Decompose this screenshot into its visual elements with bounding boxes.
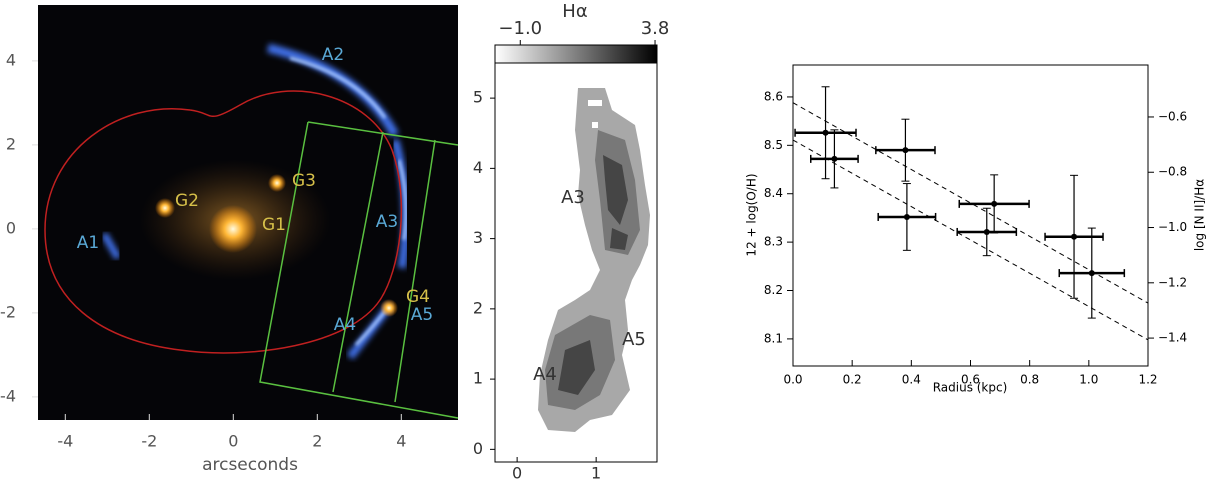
y2ticks-label: −1.4 — [1158, 331, 1187, 345]
xticks-label: 0.8 — [1020, 373, 1039, 387]
xticks-label: 0 — [512, 464, 522, 483]
xticks-label: 1.0 — [1079, 373, 1098, 387]
galaxy-g1 — [209, 205, 257, 253]
y2ticks-label: −1.0 — [1158, 220, 1187, 234]
point — [1071, 233, 1078, 240]
yticks-label: 8.2 — [764, 283, 783, 297]
galaxy-g2 — [155, 198, 175, 218]
yticks-label: 8.6 — [764, 89, 783, 103]
y2-axis-title: log [N II]/Hα — [1193, 179, 1207, 251]
yticks-label: 3 — [473, 228, 483, 247]
arc-a3-core — [397, 159, 408, 241]
yticks-label: 8.1 — [764, 331, 783, 345]
x-axis-title: Radius (kpc) — [933, 381, 1008, 395]
xticks-label: 0.4 — [902, 373, 921, 387]
map-region — [558, 155, 628, 395]
fit-line — [792, 139, 1149, 341]
yticks-label: 0 — [473, 439, 483, 458]
label: A4 — [334, 315, 356, 335]
critical-curve — [44, 90, 403, 354]
point — [831, 155, 838, 162]
map-hole — [588, 100, 602, 106]
label: G1 — [262, 215, 286, 235]
label: A3 — [376, 212, 398, 232]
fit-line — [792, 102, 1149, 304]
label: G4 — [406, 287, 430, 307]
xticks-label: 1 — [591, 464, 601, 483]
yticks-label: 4 — [6, 50, 16, 69]
map-hole — [592, 122, 598, 128]
xticks-label: 4 — [396, 432, 406, 451]
label: A5 — [411, 305, 433, 325]
yticks-label: -2 — [0, 302, 16, 321]
xticks-label: 0 — [228, 432, 238, 451]
point — [983, 228, 990, 235]
label: G2 — [175, 191, 199, 211]
slits — [259, 121, 459, 419]
xticks-label: -4 — [57, 432, 73, 451]
xticks-label: -2 — [141, 432, 157, 451]
yticks-label: 2 — [473, 298, 483, 317]
point — [903, 213, 910, 220]
galaxy-g3 — [268, 174, 286, 192]
xticks-label: 1.2 — [1138, 373, 1157, 387]
point — [1088, 270, 1095, 277]
x-axis-title: arcseconds — [202, 455, 298, 475]
label: A4 — [533, 364, 557, 385]
point — [991, 200, 998, 207]
yticks-label: 2 — [6, 134, 16, 153]
yticks-label: -4 — [0, 386, 16, 405]
xticks-label: 0.6 — [961, 373, 980, 387]
xticks-label: 0.2 — [843, 373, 862, 387]
y2ticks-label: −0.6 — [1158, 109, 1187, 123]
galaxy-g4 — [380, 299, 398, 317]
colorbar-title: Hα — [562, 1, 587, 22]
xticks-label: 2 — [312, 432, 322, 451]
label: G3 — [292, 171, 316, 191]
arc-a2-core — [289, 56, 387, 119]
y2ticks-label: −1.2 — [1158, 275, 1187, 289]
point — [902, 147, 909, 154]
cticks-label: −1.0 — [498, 18, 542, 39]
yticks-label: 8.5 — [764, 138, 783, 152]
label: A5 — [622, 329, 646, 350]
yticks-label: 5 — [473, 88, 483, 107]
yticks-label: 1 — [473, 369, 483, 388]
arc-a1 — [100, 232, 122, 260]
yticks-label: 0 — [6, 218, 16, 237]
label: A1 — [77, 233, 99, 253]
label: A3 — [561, 187, 585, 208]
plot-frame — [792, 64, 1149, 367]
cticks-label: 3.8 — [641, 18, 670, 39]
xticks-label: 0.0 — [783, 373, 802, 387]
yticks-label: 8.3 — [764, 235, 783, 249]
point — [822, 129, 829, 136]
yticks-label: 8.4 — [764, 186, 783, 200]
y-axis-title: 12 + log(O/H) — [745, 173, 759, 256]
yticks-label: 4 — [473, 158, 483, 177]
colorbar — [494, 44, 658, 64]
y2ticks-label: −0.8 — [1158, 165, 1187, 179]
label: A2 — [322, 45, 344, 65]
